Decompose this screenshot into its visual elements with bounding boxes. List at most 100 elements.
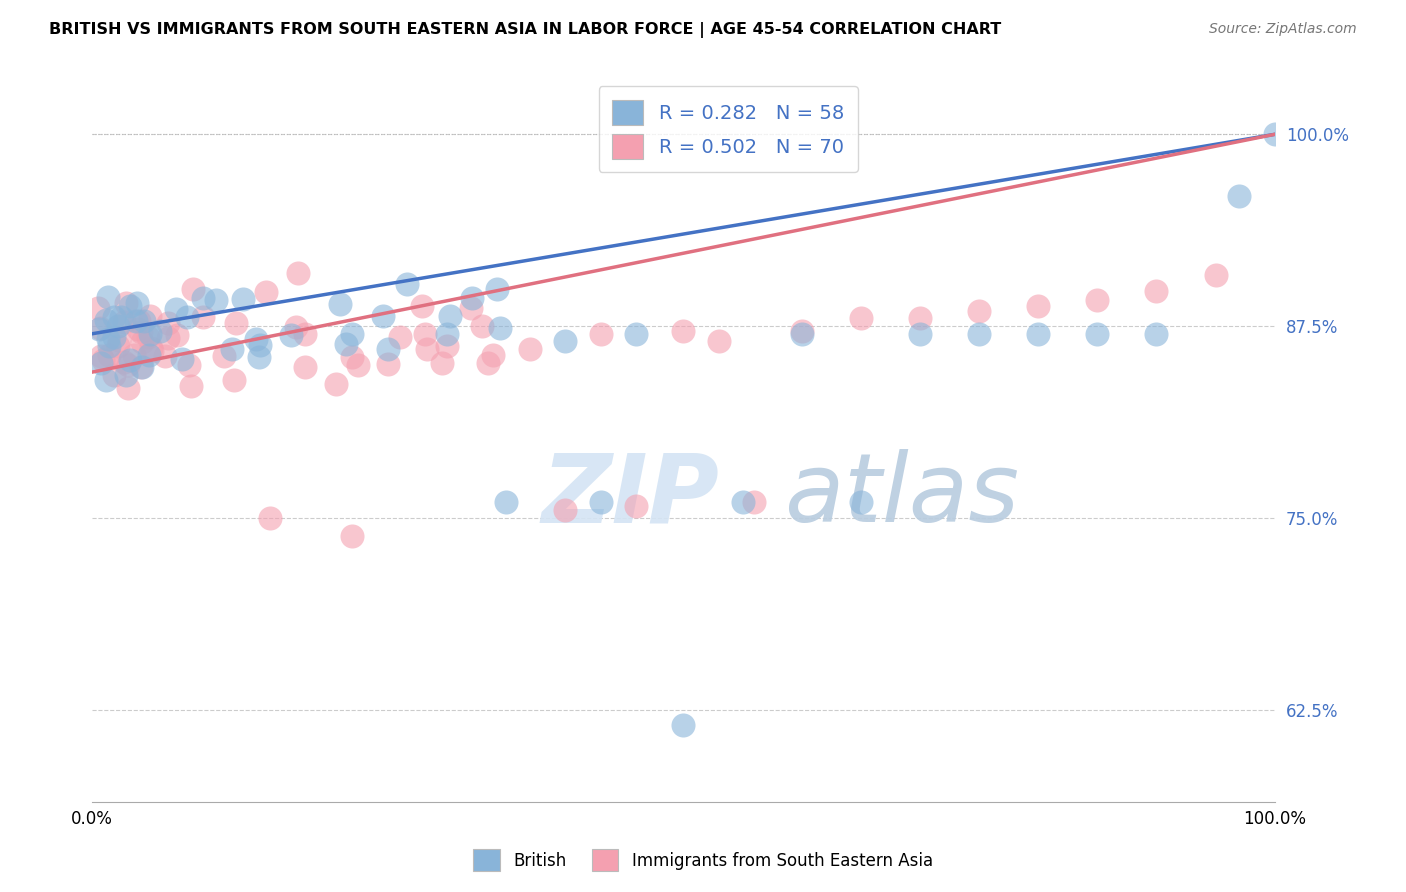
- Point: [96, 373, 118, 387]
- Point: [1146, 326, 1168, 341]
- Point: [744, 495, 766, 509]
- Point: [107, 339, 129, 353]
- Point: [222, 373, 245, 387]
- Point: [214, 349, 236, 363]
- Text: ZIP: ZIP: [541, 449, 720, 542]
- Point: [180, 379, 202, 393]
- Point: [495, 495, 517, 509]
- Point: [254, 285, 277, 299]
- Point: [908, 326, 931, 341]
- Point: [482, 348, 505, 362]
- Point: [115, 295, 138, 310]
- Point: [139, 309, 162, 323]
- Point: [125, 296, 148, 310]
- Point: [554, 334, 576, 349]
- Point: [1026, 299, 1049, 313]
- Point: [138, 348, 160, 362]
- Point: [335, 337, 357, 351]
- Point: [967, 326, 990, 341]
- Point: [170, 352, 193, 367]
- Point: [245, 332, 267, 346]
- Text: atlas: atlas: [785, 449, 1019, 542]
- Point: [249, 338, 271, 352]
- Point: [157, 316, 180, 330]
- Point: [342, 529, 364, 543]
- Legend: R = 0.282   N = 58, R = 0.502   N = 70: R = 0.282 N = 58, R = 0.502 N = 70: [599, 87, 858, 172]
- Point: [166, 327, 188, 342]
- Point: [103, 329, 125, 343]
- Point: [325, 377, 347, 392]
- Point: [731, 495, 754, 509]
- Point: [1146, 284, 1168, 298]
- Point: [790, 324, 813, 338]
- Point: [129, 325, 152, 339]
- Point: [342, 326, 364, 341]
- Point: [112, 355, 135, 369]
- Point: [120, 299, 142, 313]
- Point: [221, 343, 243, 357]
- Point: [177, 358, 200, 372]
- Point: [136, 330, 159, 344]
- Point: [477, 356, 499, 370]
- Point: [371, 309, 394, 323]
- Point: [131, 360, 153, 375]
- Point: [131, 335, 153, 350]
- Point: [849, 495, 872, 509]
- Legend: British, Immigrants from South Eastern Asia: British, Immigrants from South Eastern A…: [465, 841, 941, 880]
- Point: [259, 511, 281, 525]
- Point: [589, 326, 612, 341]
- Point: [377, 342, 399, 356]
- Point: [103, 368, 125, 383]
- Point: [139, 341, 162, 355]
- Point: [461, 291, 484, 305]
- Point: [439, 309, 461, 323]
- Point: [127, 322, 149, 336]
- Text: BRITISH VS IMMIGRANTS FROM SOUTH EASTERN ASIA IN LABOR FORCE | AGE 45-54 CORRELA: BRITISH VS IMMIGRANTS FROM SOUTH EASTERN…: [49, 22, 1001, 38]
- Point: [191, 310, 214, 324]
- Point: [181, 281, 204, 295]
- Point: [436, 326, 458, 341]
- Point: [285, 319, 308, 334]
- Text: Source: ZipAtlas.com: Source: ZipAtlas.com: [1209, 22, 1357, 37]
- Point: [103, 310, 125, 324]
- Point: [165, 302, 187, 317]
- Point: [205, 293, 228, 308]
- Point: [432, 355, 454, 369]
- Point: [90, 356, 112, 370]
- Point: [415, 343, 437, 357]
- Point: [1227, 188, 1250, 202]
- Point: [287, 266, 309, 280]
- Point: [97, 290, 120, 304]
- Point: [485, 282, 508, 296]
- Point: [176, 310, 198, 324]
- Point: [231, 292, 253, 306]
- Point: [460, 301, 482, 315]
- Point: [1264, 128, 1286, 142]
- Point: [191, 291, 214, 305]
- Point: [1026, 326, 1049, 341]
- Point: [247, 350, 270, 364]
- Point: [294, 360, 316, 375]
- Point: [157, 331, 180, 345]
- Point: [967, 303, 990, 318]
- Point: [436, 339, 458, 353]
- Point: [90, 349, 112, 363]
- Point: [115, 368, 138, 382]
- Point: [96, 313, 118, 327]
- Point: [1205, 268, 1227, 283]
- Point: [672, 324, 695, 338]
- Point: [134, 313, 156, 327]
- Point: [91, 352, 114, 367]
- Point: [153, 349, 176, 363]
- Point: [672, 718, 695, 732]
- Point: [117, 358, 139, 372]
- Point: [110, 310, 132, 325]
- Point: [148, 324, 170, 338]
- Point: [329, 296, 352, 310]
- Point: [225, 316, 247, 330]
- Point: [117, 381, 139, 395]
- Point: [395, 277, 418, 291]
- Point: [1085, 326, 1108, 341]
- Point: [98, 348, 121, 362]
- Point: [519, 342, 541, 356]
